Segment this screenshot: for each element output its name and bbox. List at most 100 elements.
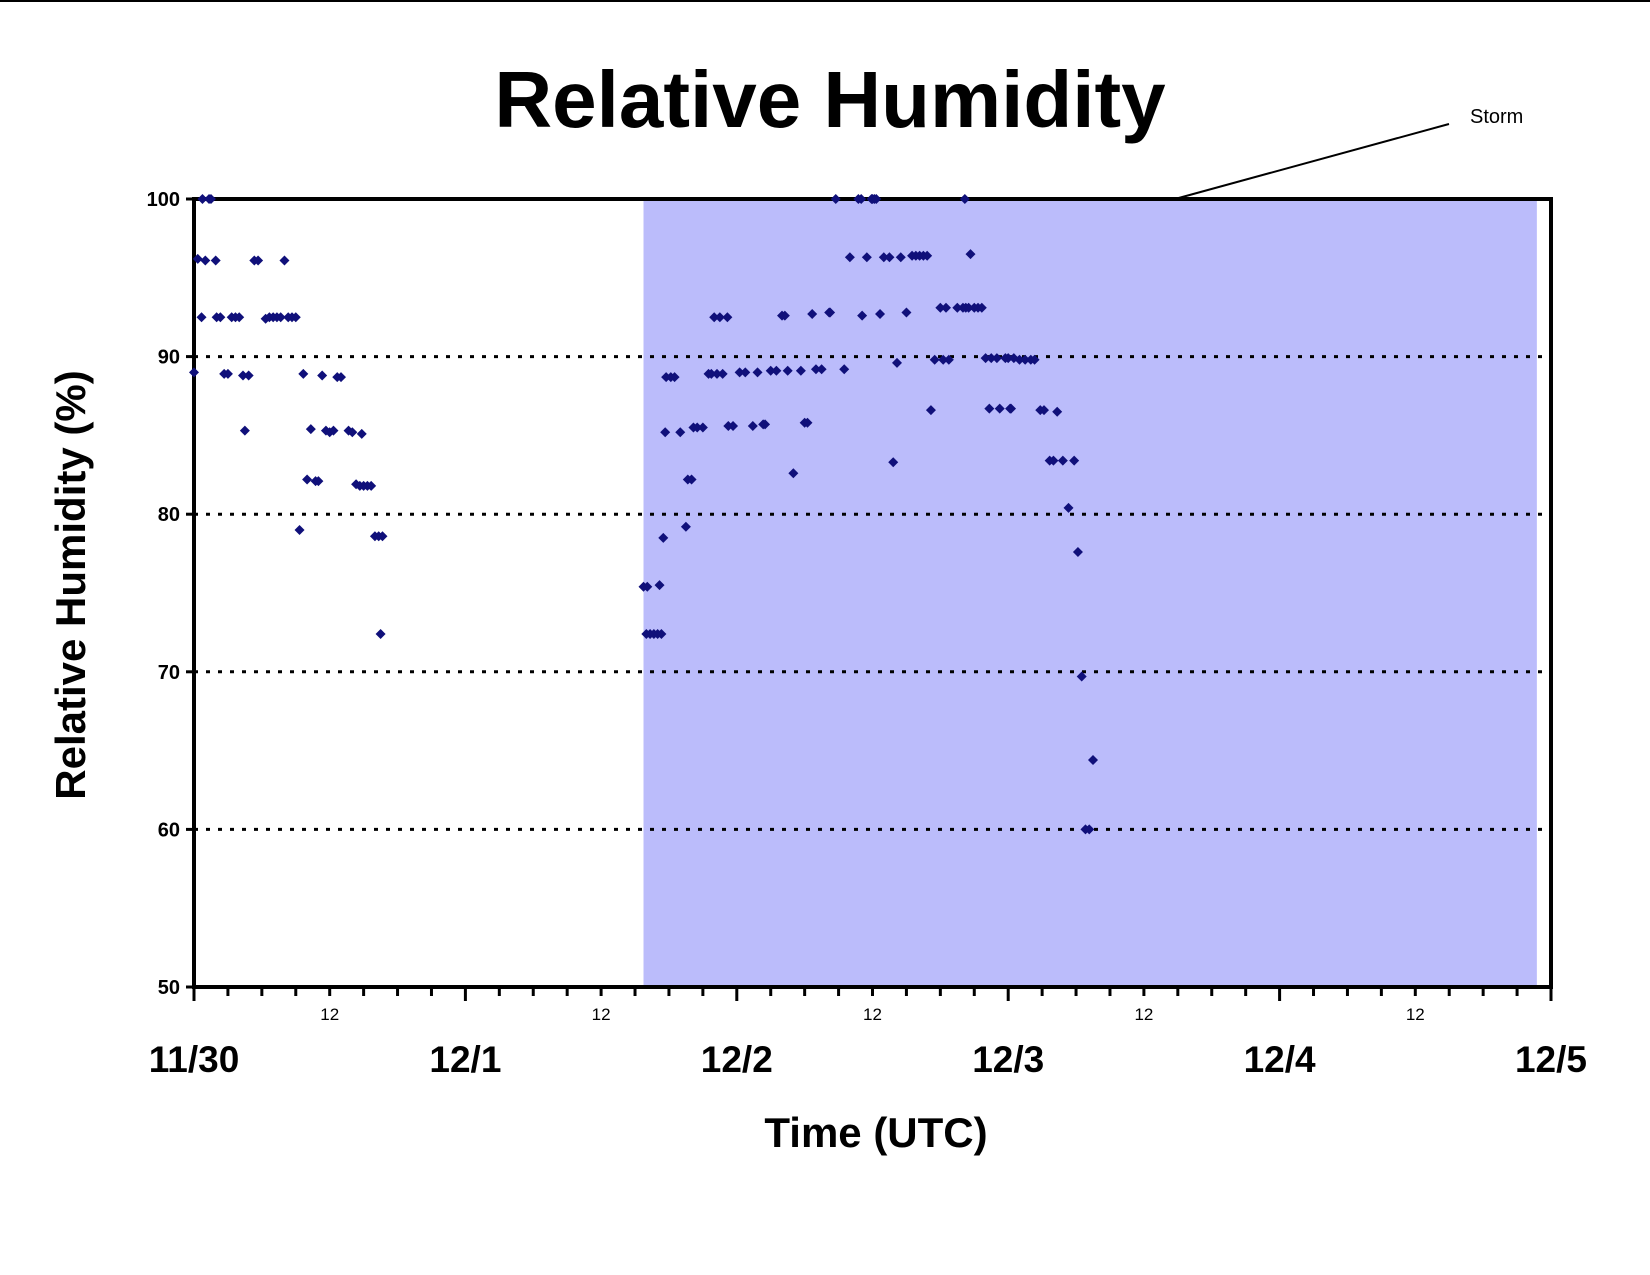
data-point: [888, 457, 899, 468]
data-point: [375, 628, 386, 639]
data-point: [752, 367, 763, 378]
data-point: [347, 427, 358, 438]
data-point: [298, 368, 309, 379]
data-point: [660, 427, 671, 438]
data-point: [654, 580, 665, 591]
data-point: [760, 419, 771, 430]
data-point: [929, 354, 940, 365]
data-point: [844, 252, 855, 263]
x-axis-title: Time (UTC): [764, 1109, 987, 1156]
data-point: [1029, 354, 1040, 365]
data-point: [686, 474, 697, 485]
data-point: [210, 255, 221, 266]
data-point: [669, 372, 680, 383]
x-major-tick-label: 11/30: [149, 1039, 240, 1080]
data-point: [925, 405, 936, 416]
data-point: [234, 312, 245, 323]
data-point: [807, 309, 818, 320]
y-tick-label: 50: [158, 977, 180, 999]
data-point: [697, 422, 708, 433]
data-point: [1084, 824, 1095, 835]
x-minor-tick-label: 12: [1406, 1005, 1425, 1024]
data-point: [692, 422, 703, 433]
data-point: [1003, 353, 1014, 364]
data-point: [740, 367, 751, 378]
data-point: [901, 307, 912, 318]
data-point: [747, 420, 758, 431]
data-point: [1063, 502, 1074, 513]
y-tick-label: 70: [158, 662, 180, 684]
data-point: [779, 310, 790, 321]
data-point: [189, 367, 199, 378]
data-point: [1048, 455, 1059, 466]
data-point: [642, 581, 653, 592]
chart-title: Relative Humidity: [494, 55, 1166, 144]
data-point: [959, 194, 970, 204]
data-point: [196, 312, 207, 323]
data-point: [839, 364, 850, 375]
data-point: [377, 531, 388, 542]
top-border-line: [0, 0, 1650, 2]
data-point: [788, 468, 799, 479]
y-axis-title: Relative Humidity (%): [47, 370, 94, 799]
x-minor-tick-label: 12: [592, 1005, 611, 1024]
data-point: [1072, 547, 1083, 558]
data-point: [976, 302, 987, 313]
data-point: [941, 302, 952, 313]
data-point: [816, 364, 827, 375]
data-point: [771, 365, 782, 376]
data-point: [765, 365, 776, 376]
data-point: [197, 194, 208, 204]
data-point: [238, 370, 249, 381]
x-major-tick-label: 12/4: [1244, 1039, 1316, 1080]
data-point: [1039, 405, 1050, 416]
data-point: [734, 367, 745, 378]
data-point: [984, 403, 995, 414]
data-point: [884, 252, 895, 263]
data-point: [825, 307, 836, 318]
data-point: [895, 252, 906, 263]
data-point: [290, 312, 301, 323]
data-point: [782, 365, 793, 376]
data-point: [938, 354, 949, 365]
data-point: [239, 425, 250, 436]
data-point: [294, 524, 305, 535]
data-point: [656, 628, 667, 639]
x-major-tick-label: 12/5: [1515, 1039, 1587, 1080]
data-point: [1088, 755, 1099, 766]
y-tick-label: 60: [158, 819, 180, 841]
data-point: [222, 368, 233, 379]
data-point: [1076, 671, 1087, 682]
data-point: [215, 312, 226, 323]
data-point: [302, 474, 313, 485]
data-point: [205, 194, 216, 204]
data-point: [1052, 406, 1063, 417]
data-point: [1057, 455, 1068, 466]
data-point: [1020, 354, 1031, 365]
data-point: [980, 353, 991, 364]
data-point: [680, 521, 691, 532]
x-minor-tick-label: 12: [1134, 1005, 1153, 1024]
data-point: [706, 368, 717, 379]
data-point: [943, 354, 954, 365]
data-point: [313, 476, 324, 487]
x-minor-tick-label: 12: [320, 1005, 339, 1024]
data-point: [243, 370, 254, 381]
data-point: [986, 353, 997, 364]
data-point: [728, 420, 739, 431]
data-point: [830, 194, 841, 204]
data-point: [892, 357, 903, 368]
data-point: [965, 249, 976, 260]
data-point: [279, 255, 290, 266]
data-point: [192, 253, 203, 264]
data-point: [722, 312, 733, 323]
data-point: [356, 428, 367, 439]
data-point: [1006, 403, 1017, 414]
plot-area: 50 60 70 80 90 100 12 12 12 12 12 11/30 12/1 12/2 12/3…: [147, 123, 1587, 1080]
data-point: [714, 312, 725, 323]
data-point: [675, 427, 686, 438]
data-point: [878, 252, 889, 263]
data-point: [305, 424, 316, 435]
data-point: [994, 403, 1005, 414]
